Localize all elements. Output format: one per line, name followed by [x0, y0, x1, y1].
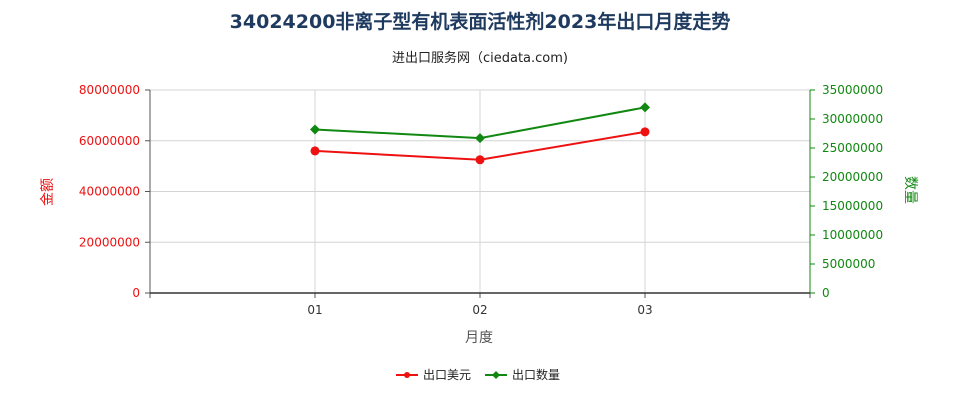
y-axis-right-label: 数量	[902, 176, 918, 204]
y-left-tick-label: 20000000	[79, 235, 140, 249]
y-right-tick-label: 10000000	[822, 228, 883, 242]
y-right-tick-label: 0	[822, 286, 830, 300]
legend-marker-export-qty	[492, 371, 500, 379]
y-left-tick-label: 80000000	[79, 83, 140, 97]
legend-label-export-usd: 出口美元	[423, 368, 471, 382]
x-axis-label: 月度	[465, 330, 493, 346]
legend-marker-export-usd	[404, 372, 410, 378]
x-tick-label: 03	[637, 303, 652, 317]
data-point-export-usd	[640, 127, 650, 137]
axis-layer: 0 20000000 40000000 60000000 80000000 0 500000…	[79, 83, 883, 317]
y-left-tick-label: 60000000	[79, 134, 140, 148]
y-right-tick-label: 25000000	[822, 141, 883, 155]
data-point-export-qty	[310, 124, 320, 135]
y-right-tick-label: 15000000	[822, 199, 883, 213]
chart-title: 34024200非离子型有机表面活性剂2023年出口月度走势	[230, 10, 731, 33]
legend-item-export-qty[interactable]: 出口数量	[485, 367, 560, 382]
y-left-tick-label: 0	[132, 286, 140, 300]
data-point-export-usd	[310, 146, 320, 156]
y-left-tick-label: 40000000	[79, 185, 140, 199]
chart-subtitle: 进出口服务网（ciedata.com)	[392, 50, 568, 66]
x-tick-label: 01	[307, 303, 322, 317]
data-point-export-qty	[640, 102, 650, 113]
y-right-tick-label: 30000000	[822, 112, 883, 126]
y-right-tick-label: 35000000	[822, 83, 883, 97]
x-tick-label: 02	[472, 303, 487, 317]
data-point-export-usd	[475, 155, 485, 165]
legend-item-export-usd[interactable]: 出口美元	[396, 368, 471, 382]
y-right-tick-label: 20000000	[822, 170, 883, 184]
data-point-export-qty	[475, 133, 485, 144]
legend-label-export-qty: 出口数量	[512, 367, 560, 382]
y-axis-left-label: 金额	[40, 178, 56, 206]
series-layer	[310, 102, 650, 165]
legend: 出口美元 出口数量	[396, 367, 560, 382]
grid-layer	[149, 89, 811, 294]
y-right-tick-label: 5000000	[822, 257, 875, 271]
